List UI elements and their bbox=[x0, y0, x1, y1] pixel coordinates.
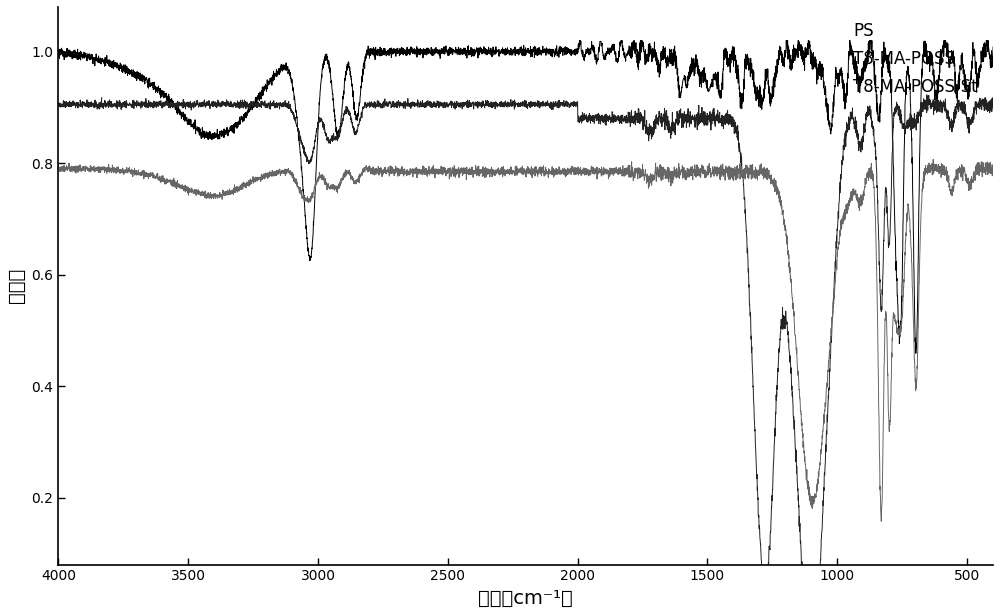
PS bbox=[660, 64, 672, 71]
T8-MA-POSS/St bbox=[52, 161, 64, 169]
T8-MA-POSS bbox=[222, 100, 234, 107]
PS bbox=[52, 52, 64, 59]
T8-MA-POSS bbox=[987, 101, 999, 109]
Y-axis label: 透射率: 透射率 bbox=[7, 268, 26, 303]
T8-MA-POSS bbox=[921, 91, 933, 98]
PS bbox=[222, 129, 234, 136]
T8-MA-POSS/St bbox=[660, 167, 672, 175]
PS bbox=[409, 47, 421, 54]
T8-MA-POSS/St bbox=[750, 175, 762, 182]
T8-MA-POSS/St bbox=[409, 168, 421, 175]
PS bbox=[613, 53, 625, 60]
Line: T8-MA-POSS/St: T8-MA-POSS/St bbox=[58, 159, 993, 522]
T8-MA-POSS/St bbox=[821, 384, 833, 391]
PS bbox=[987, 43, 999, 50]
T8-MA-POSS bbox=[613, 117, 625, 125]
T8-MA-POSS/St bbox=[222, 191, 234, 199]
T8-MA-POSS bbox=[758, 577, 770, 585]
T8-MA-POSS/St bbox=[613, 164, 625, 172]
T8-MA-POSS/St bbox=[875, 518, 887, 525]
X-axis label: 红外（cm⁻¹）: 红外（cm⁻¹） bbox=[478, 589, 573, 608]
Line: PS: PS bbox=[58, 41, 993, 354]
T8-MA-POSS/St bbox=[987, 168, 999, 175]
PS bbox=[910, 350, 922, 357]
PS bbox=[821, 107, 833, 114]
Line: T8-MA-POSS: T8-MA-POSS bbox=[58, 95, 993, 581]
T8-MA-POSS bbox=[821, 419, 833, 427]
T8-MA-POSS/St bbox=[927, 156, 939, 163]
Legend: PS, T8-MA-POSS, T8-MA-POSS/St: PS, T8-MA-POSS, T8-MA-POSS/St bbox=[847, 15, 985, 103]
T8-MA-POSS bbox=[52, 100, 64, 108]
PS bbox=[573, 37, 585, 44]
T8-MA-POSS bbox=[750, 448, 762, 456]
PS bbox=[750, 96, 762, 103]
T8-MA-POSS bbox=[660, 107, 672, 114]
T8-MA-POSS bbox=[409, 101, 421, 108]
